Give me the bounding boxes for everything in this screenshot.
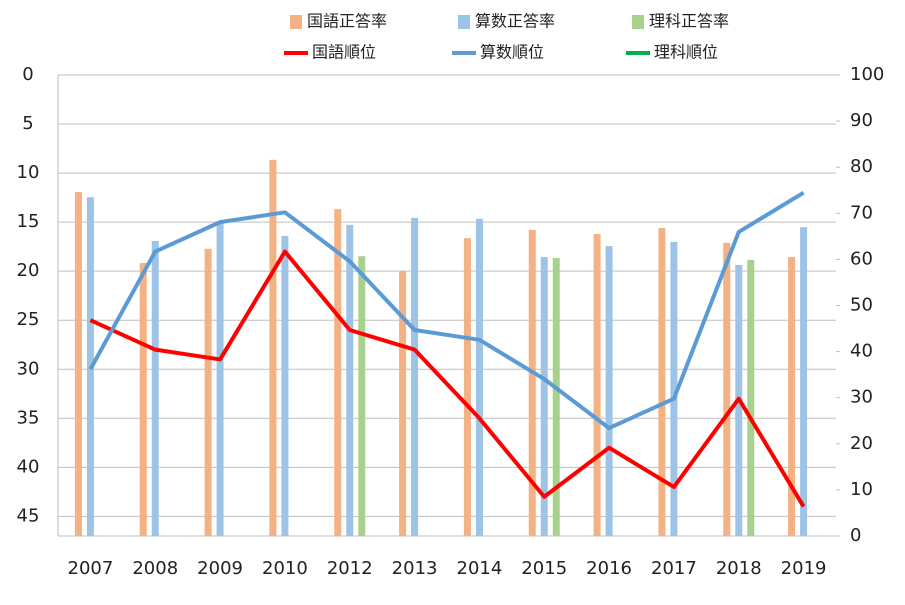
legend-label: 国語正答率 <box>307 12 387 31</box>
legend-swatch <box>458 15 470 29</box>
y-tick-label: 40 <box>17 456 40 477</box>
x-tick-label: 2010 <box>262 558 308 579</box>
bar <box>723 242 731 536</box>
y-tick-label: 45 <box>17 505 40 526</box>
y2-tick-label: 90 <box>850 110 873 131</box>
line <box>88 190 805 431</box>
bar <box>74 192 82 536</box>
x-tick-label: 2012 <box>327 558 373 579</box>
y-tick-label: 30 <box>17 358 40 379</box>
y2-tick-label: 10 <box>850 479 873 500</box>
bar <box>658 228 666 536</box>
bar <box>540 257 548 536</box>
x-tick-label: 2015 <box>521 558 567 579</box>
y-tick-label: 10 <box>17 162 40 183</box>
bar <box>528 229 536 536</box>
x-tick-label: 2018 <box>716 558 762 579</box>
y-tick-label: 20 <box>17 260 40 281</box>
x-tick-label: 2007 <box>68 558 114 579</box>
y-tick-label: 15 <box>17 211 40 232</box>
y2-tick-label: 80 <box>850 156 873 177</box>
bar <box>463 238 471 536</box>
x-tick-label: 2014 <box>457 558 503 579</box>
legend-label: 国語順位 <box>312 43 376 62</box>
y2-tick-label: 50 <box>850 295 873 316</box>
x-tick-label: 2009 <box>197 558 243 579</box>
bar <box>204 248 212 536</box>
bar <box>593 234 601 537</box>
bar <box>151 240 159 536</box>
legend-swatch <box>632 15 644 29</box>
bar <box>399 270 407 536</box>
x-tick-label: 2008 <box>132 558 178 579</box>
bar <box>216 221 224 536</box>
y2-tick-label: 30 <box>850 387 873 408</box>
bar <box>411 217 419 536</box>
bar <box>670 241 678 536</box>
y-tick-label: 35 <box>17 407 40 428</box>
x-tick-label: 2017 <box>651 558 697 579</box>
bar <box>139 263 147 536</box>
y2-tick-label: 100 <box>850 64 884 85</box>
y2-tick-label: 60 <box>850 248 873 269</box>
bar <box>346 224 354 536</box>
x-tick-label: 2013 <box>392 558 438 579</box>
y2-tick-label: 0 <box>850 525 861 546</box>
bar <box>475 218 483 536</box>
x-tick-label: 2019 <box>781 558 827 579</box>
y2-tick-label: 20 <box>850 433 873 454</box>
legend-label: 算数正答率 <box>475 12 555 31</box>
x-tick-label: 2016 <box>586 558 632 579</box>
y-tick-label: 25 <box>17 309 40 330</box>
bar <box>281 235 289 536</box>
bar <box>788 257 796 536</box>
bar <box>605 246 613 536</box>
y-tick-label: 5 <box>22 113 33 134</box>
legend-swatch <box>290 15 302 29</box>
bar <box>269 159 277 536</box>
bar <box>334 209 342 536</box>
line <box>89 249 806 508</box>
legend-label: 算数順位 <box>480 43 544 62</box>
bar <box>747 259 755 536</box>
bar <box>552 258 560 536</box>
legend-label: 理科正答率 <box>649 12 729 31</box>
y2-tick-label: 40 <box>850 341 873 362</box>
bar <box>800 227 808 536</box>
y2-tick-label: 70 <box>850 202 873 223</box>
y-tick-label: 0 <box>22 64 33 85</box>
legend-label: 理科順位 <box>654 43 718 62</box>
bar <box>358 256 366 536</box>
